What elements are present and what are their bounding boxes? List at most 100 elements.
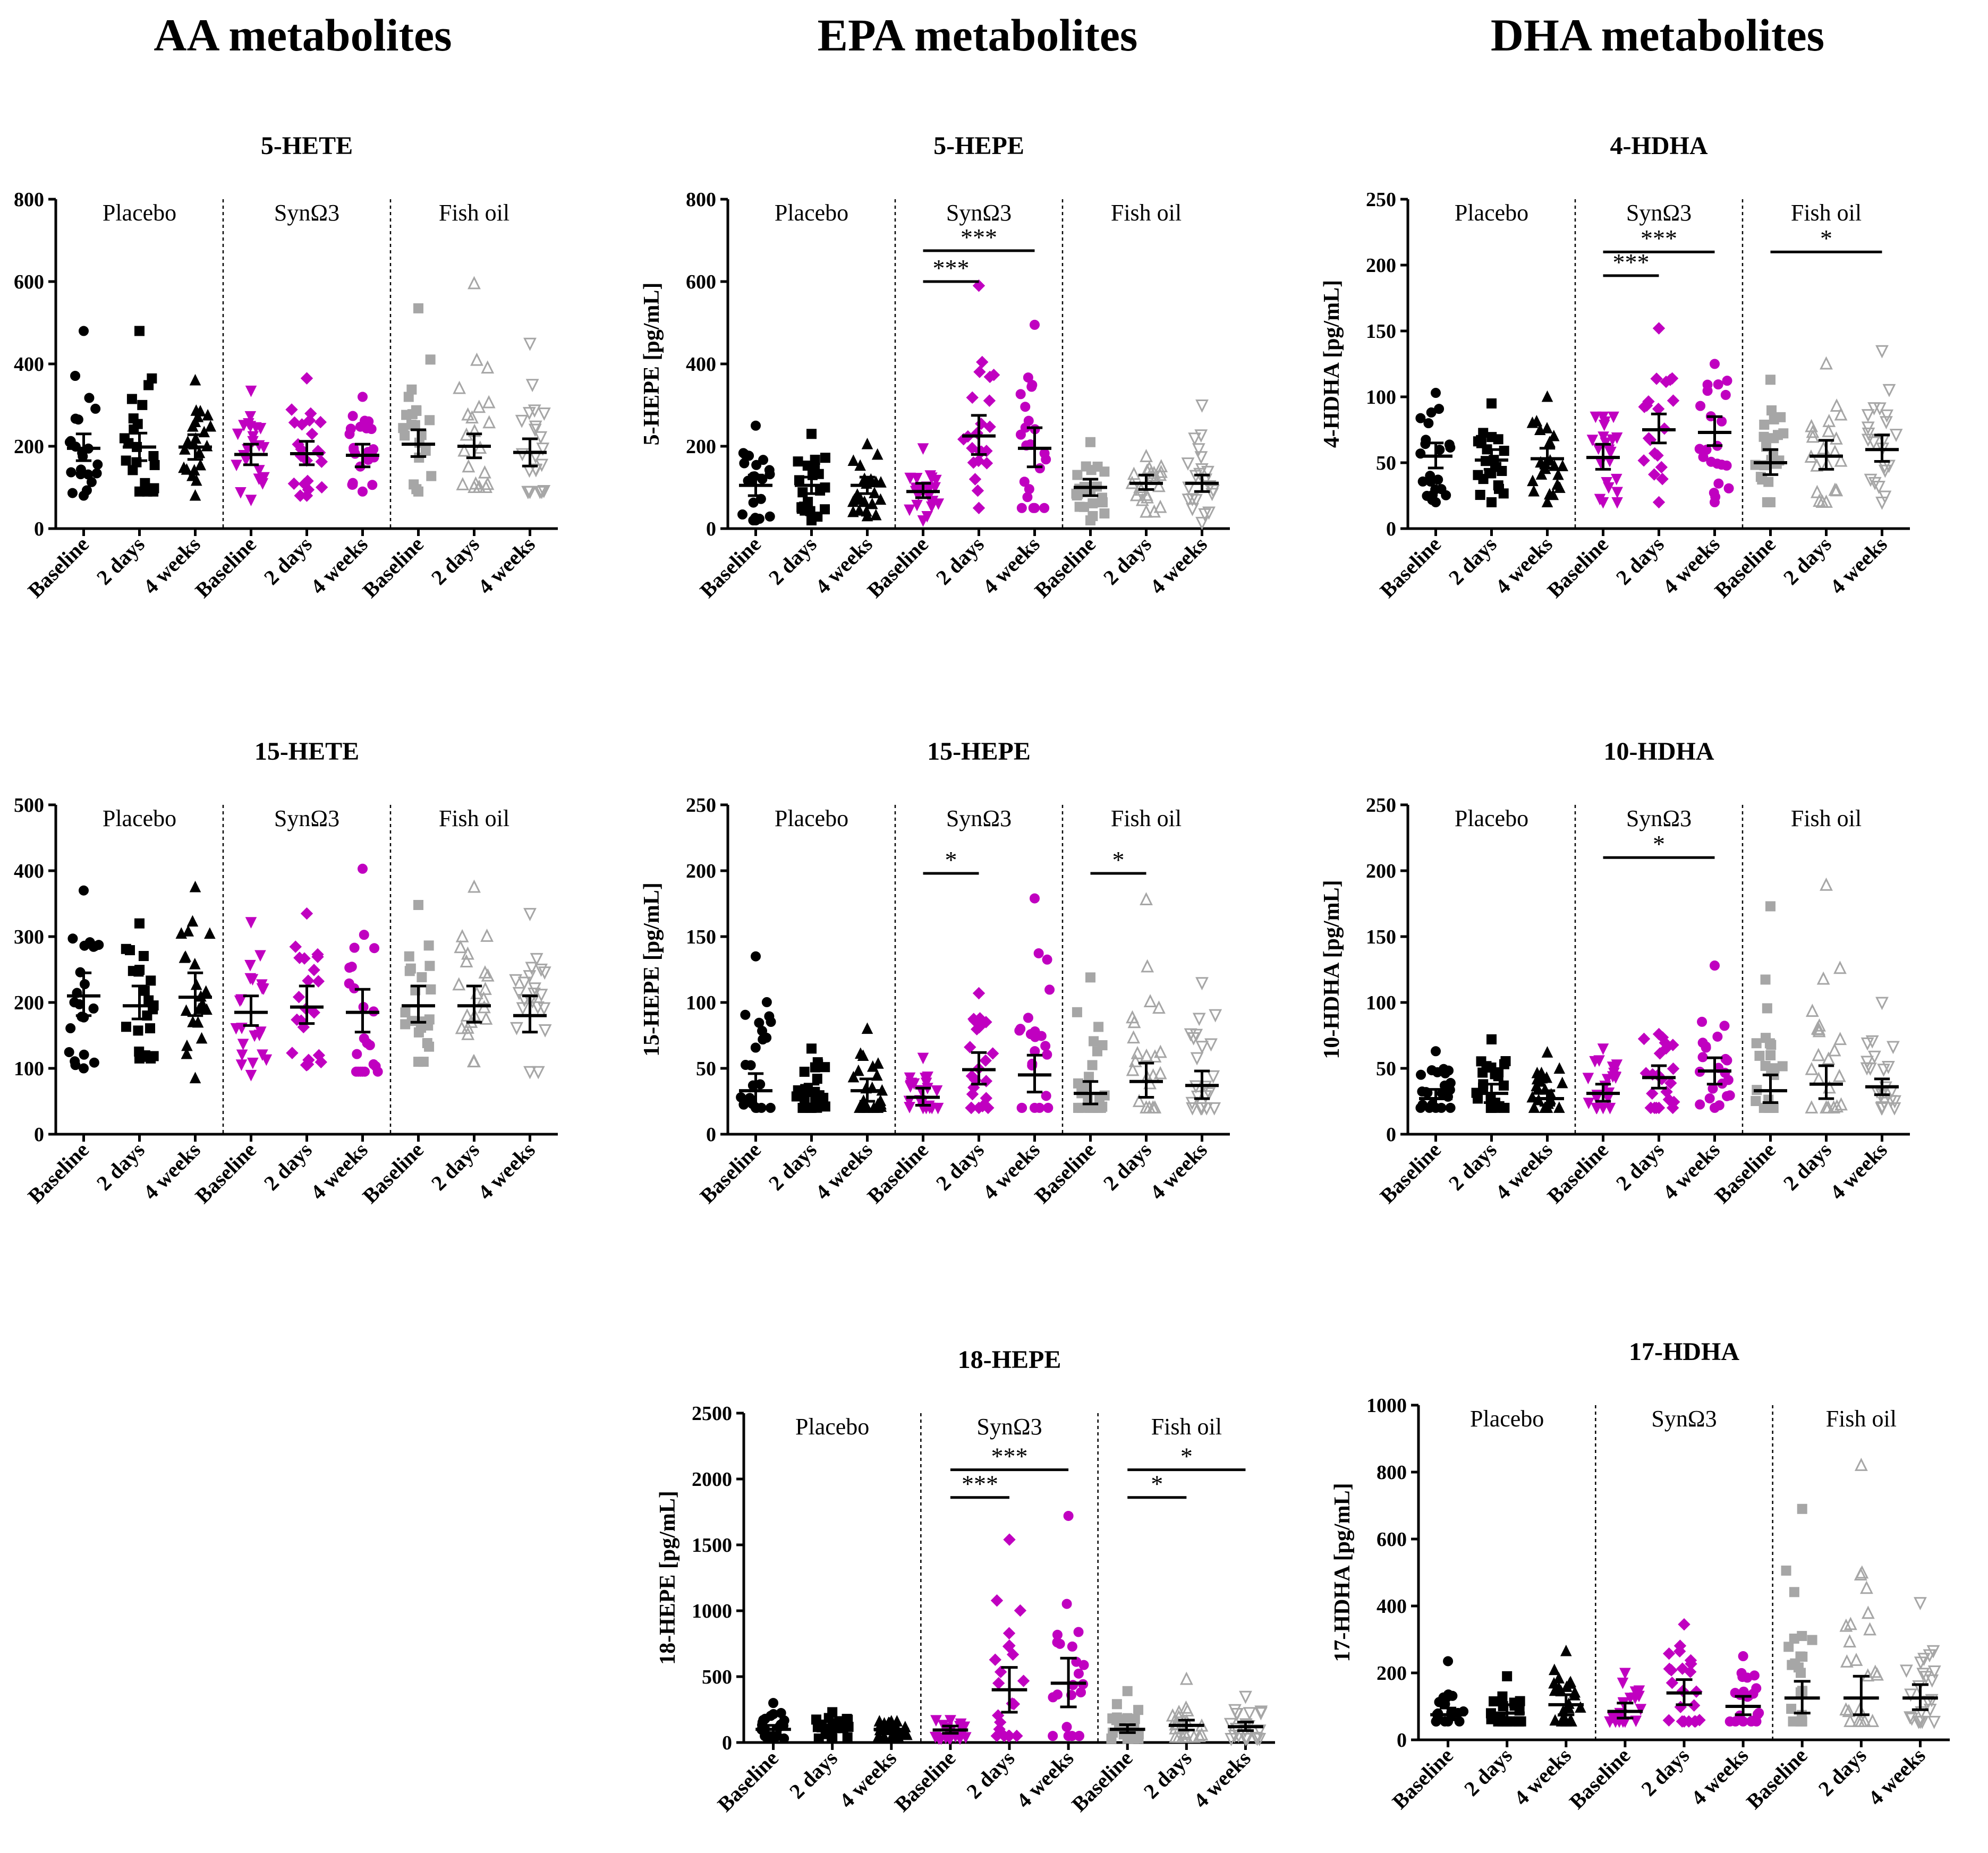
data-point xyxy=(411,405,421,416)
data-point xyxy=(1863,1622,1877,1636)
data-point xyxy=(748,515,759,525)
data-point xyxy=(1486,398,1497,409)
data-point xyxy=(904,472,916,484)
y-tick-label: 0 xyxy=(1397,1729,1407,1752)
data-point xyxy=(1475,490,1485,500)
data-point xyxy=(1497,465,1507,476)
data-point xyxy=(1072,1007,1082,1017)
data-point xyxy=(1866,1713,1880,1727)
data-point xyxy=(289,940,302,953)
data-point xyxy=(1660,1042,1672,1055)
data-point xyxy=(189,957,201,970)
data-point xyxy=(932,498,945,510)
data-point xyxy=(764,1011,775,1022)
group-label: SynΩ3 xyxy=(1626,805,1692,831)
data-point xyxy=(70,371,81,381)
data-point xyxy=(1640,399,1653,412)
data-point xyxy=(1839,1702,1853,1716)
data-point xyxy=(1423,418,1434,429)
x-tick-label: 4 weeks xyxy=(1825,1138,1892,1204)
data-point xyxy=(1656,472,1669,486)
data-point xyxy=(67,933,78,944)
significance-label: * xyxy=(1180,1443,1193,1470)
data-point xyxy=(534,431,548,445)
data-point xyxy=(133,1025,143,1036)
data-point xyxy=(1541,422,1553,434)
data-point xyxy=(1713,478,1724,489)
data-point xyxy=(1812,1022,1825,1035)
x-tick-label: Baseline xyxy=(1542,1138,1612,1208)
data-point xyxy=(751,420,761,431)
significance-label: *** xyxy=(961,224,997,251)
data-point xyxy=(932,1102,944,1115)
data-point xyxy=(736,1092,746,1102)
data-point xyxy=(469,476,482,490)
data-point xyxy=(1795,1651,1806,1662)
data-point xyxy=(194,458,207,471)
data-point xyxy=(1721,460,1732,471)
data-point xyxy=(1925,1674,1939,1688)
data-point xyxy=(1445,1102,1456,1113)
data-point xyxy=(1872,481,1885,494)
data-point xyxy=(1015,429,1026,440)
data-point xyxy=(1417,476,1428,487)
data-point xyxy=(1224,1718,1237,1731)
x-tick-label: 2 days xyxy=(785,1746,842,1804)
data-point xyxy=(1880,409,1894,423)
data-point xyxy=(1861,434,1875,447)
data-point xyxy=(1528,484,1540,497)
data-point xyxy=(1648,447,1661,460)
data-point xyxy=(1088,511,1098,521)
data-point xyxy=(1076,1102,1087,1113)
data-point xyxy=(1777,1061,1788,1072)
data-point xyxy=(1864,473,1877,487)
data-point xyxy=(231,460,242,472)
data-point xyxy=(1861,1605,1875,1619)
data-point xyxy=(1888,1102,1901,1116)
data-point xyxy=(1655,461,1668,474)
y-tick-label: 1000 xyxy=(692,1600,732,1622)
data-point xyxy=(143,380,154,390)
data-point xyxy=(776,1708,786,1719)
data-point xyxy=(245,385,257,397)
data-point xyxy=(994,1665,1007,1678)
data-point xyxy=(1431,388,1441,398)
data-point xyxy=(1553,1101,1565,1113)
data-point xyxy=(1766,405,1777,416)
data-point xyxy=(418,1057,429,1067)
y-tick-label: 250 xyxy=(1366,794,1396,817)
group-label: SynΩ3 xyxy=(946,200,1012,226)
y-tick-label: 600 xyxy=(686,271,716,293)
y-axis-label: 4-HDHA [pg/mL] xyxy=(1320,280,1344,448)
data-point xyxy=(536,443,550,456)
data-point xyxy=(1499,1102,1510,1113)
significance-label: * xyxy=(1820,225,1832,252)
data-point xyxy=(911,499,923,512)
data-point xyxy=(344,963,355,973)
data-point xyxy=(312,1049,326,1062)
data-point xyxy=(179,443,191,455)
data-point xyxy=(1073,1078,1083,1089)
data-point xyxy=(1611,497,1623,509)
data-point xyxy=(528,423,542,437)
data-point xyxy=(1629,1692,1641,1704)
significance-label: * xyxy=(1653,830,1665,857)
data-point xyxy=(1489,1714,1499,1724)
data-point xyxy=(1863,1062,1877,1076)
data-point xyxy=(531,1066,545,1080)
data-point xyxy=(530,953,543,966)
data-point xyxy=(1023,1013,1033,1023)
data-point xyxy=(1534,423,1546,436)
data-point xyxy=(1873,402,1887,416)
x-tick-label: Baseline xyxy=(1542,532,1612,602)
data-point xyxy=(88,941,99,952)
data-point xyxy=(521,486,535,499)
data-point xyxy=(1865,1035,1879,1049)
data-point xyxy=(1590,411,1602,423)
significance-label: * xyxy=(1112,846,1125,873)
data-point xyxy=(802,460,813,471)
data-point xyxy=(1822,414,1836,427)
data-point xyxy=(1153,1066,1167,1080)
data-point xyxy=(994,1716,1007,1729)
